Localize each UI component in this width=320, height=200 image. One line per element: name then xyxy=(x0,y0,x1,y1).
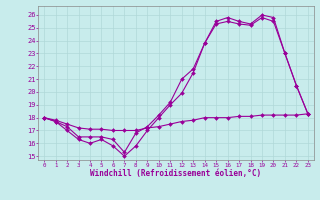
X-axis label: Windchill (Refroidissement éolien,°C): Windchill (Refroidissement éolien,°C) xyxy=(91,169,261,178)
